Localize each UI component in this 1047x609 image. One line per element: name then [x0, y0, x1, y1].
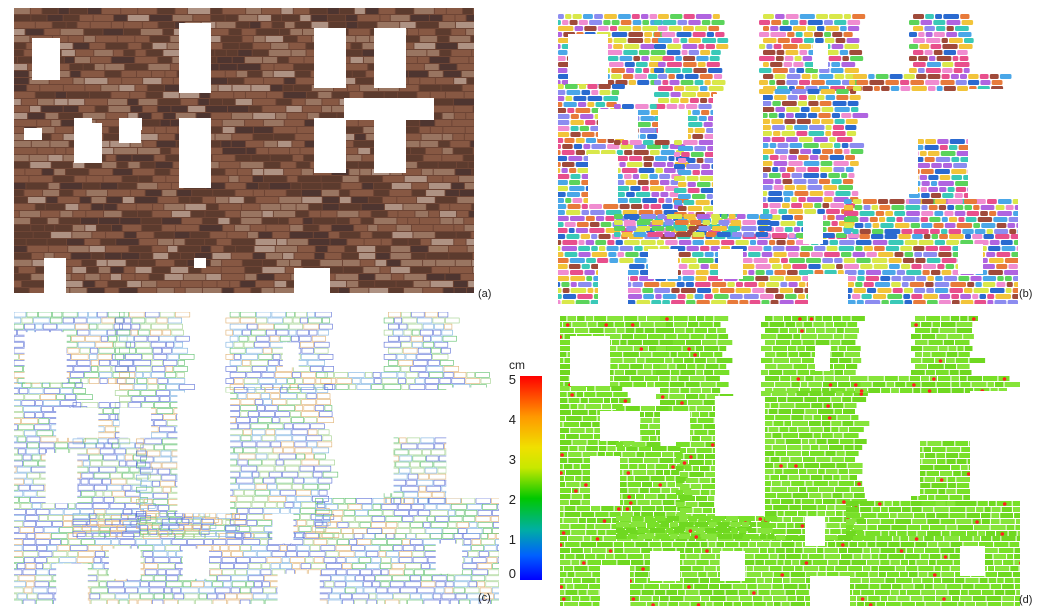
panel-b-label: (b): [1019, 288, 1033, 300]
colorbar-tick: 5: [508, 372, 516, 387]
panel-b-segmentation: [558, 14, 1018, 304]
panel-a-photo: [14, 8, 474, 306]
colorbar-tick: 3: [508, 452, 516, 467]
colorbar-unit: cm: [509, 358, 525, 372]
edge-map-image: [14, 312, 499, 604]
panel-a-label: (a): [478, 288, 492, 300]
deviation-map-image: [560, 316, 1020, 606]
segmentation-image: [558, 14, 1018, 304]
colorbar-tick: 1: [508, 532, 516, 547]
panel-c-label: (c): [478, 592, 491, 604]
panel-d-label: (d): [1019, 594, 1033, 606]
colorbar-tick: 4: [508, 412, 516, 427]
colorbar: [520, 376, 542, 580]
wall-photo-image: [14, 8, 474, 306]
colorbar-tick: 0: [508, 566, 516, 581]
panel-c-edges: [14, 312, 499, 604]
colorbar-tick: 2: [508, 492, 516, 507]
panel-d-deviation: [560, 316, 1020, 606]
